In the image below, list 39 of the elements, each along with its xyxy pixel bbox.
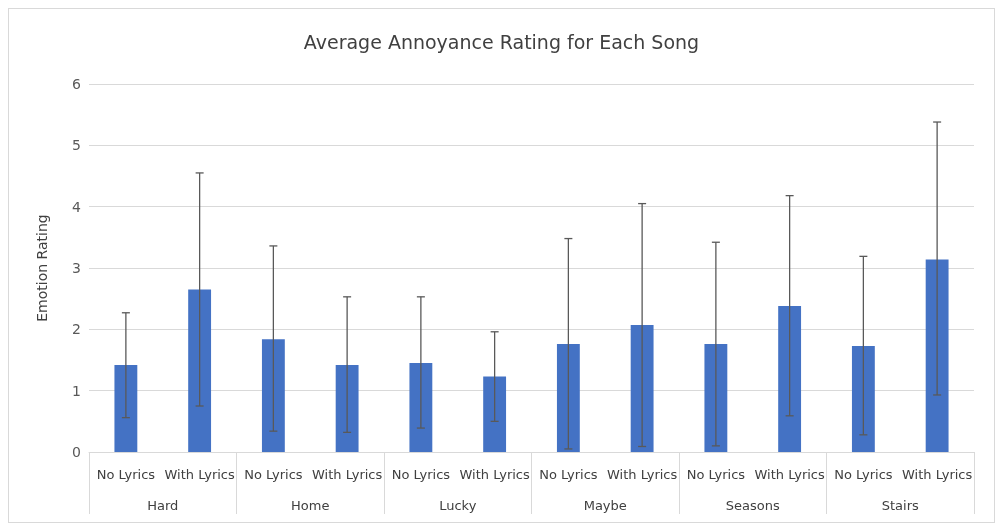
bar xyxy=(335,364,359,452)
text: Home xyxy=(291,498,330,513)
bar xyxy=(483,376,507,452)
x-tick-label: With Lyrics xyxy=(901,467,973,482)
bar xyxy=(114,364,138,452)
x-tick-label: With Lyrics xyxy=(311,467,383,482)
x-tick-label: With Lyrics xyxy=(164,467,235,482)
text: Seasons xyxy=(725,498,780,513)
bar xyxy=(188,289,212,452)
x-tick-label: With Lyrics xyxy=(606,467,678,482)
text: Maybe xyxy=(583,498,627,513)
y-axis-title: Emotion Rating xyxy=(34,214,50,322)
x-tick-label: With Lyrics xyxy=(754,467,825,482)
bar xyxy=(630,325,654,452)
chart-title: Average Annoyance Rating for Each Song xyxy=(303,30,700,53)
text: Stairs xyxy=(881,498,919,513)
x-tick-label: No Lyrics xyxy=(686,467,746,482)
bar xyxy=(851,345,875,452)
x-tick-label: No Lyrics xyxy=(539,467,598,482)
bar xyxy=(261,339,285,452)
x-tick-label: With Lyrics xyxy=(459,467,530,482)
bar xyxy=(704,344,728,452)
x-tick-label: No Lyrics xyxy=(244,467,303,482)
x-tick-label: No Lyrics xyxy=(834,467,893,482)
text: Lucky xyxy=(439,498,477,513)
x-tick-label: No Lyrics xyxy=(391,467,451,482)
y-tick-label: 2 xyxy=(72,321,81,338)
y-tick-label: 4 xyxy=(72,198,82,215)
bar xyxy=(409,363,433,452)
y-tick-label: 1 xyxy=(72,382,81,399)
y-tick-label: 0 xyxy=(72,444,81,460)
y-tick-label: 6 xyxy=(72,76,82,92)
bar xyxy=(778,306,802,452)
y-tick-label: 3 xyxy=(72,260,81,276)
text: Hard xyxy=(147,498,179,513)
y-tick-label: 5 xyxy=(72,137,81,154)
bar xyxy=(925,259,949,452)
x-tick-label: No Lyrics xyxy=(96,467,156,482)
bar xyxy=(556,344,580,452)
